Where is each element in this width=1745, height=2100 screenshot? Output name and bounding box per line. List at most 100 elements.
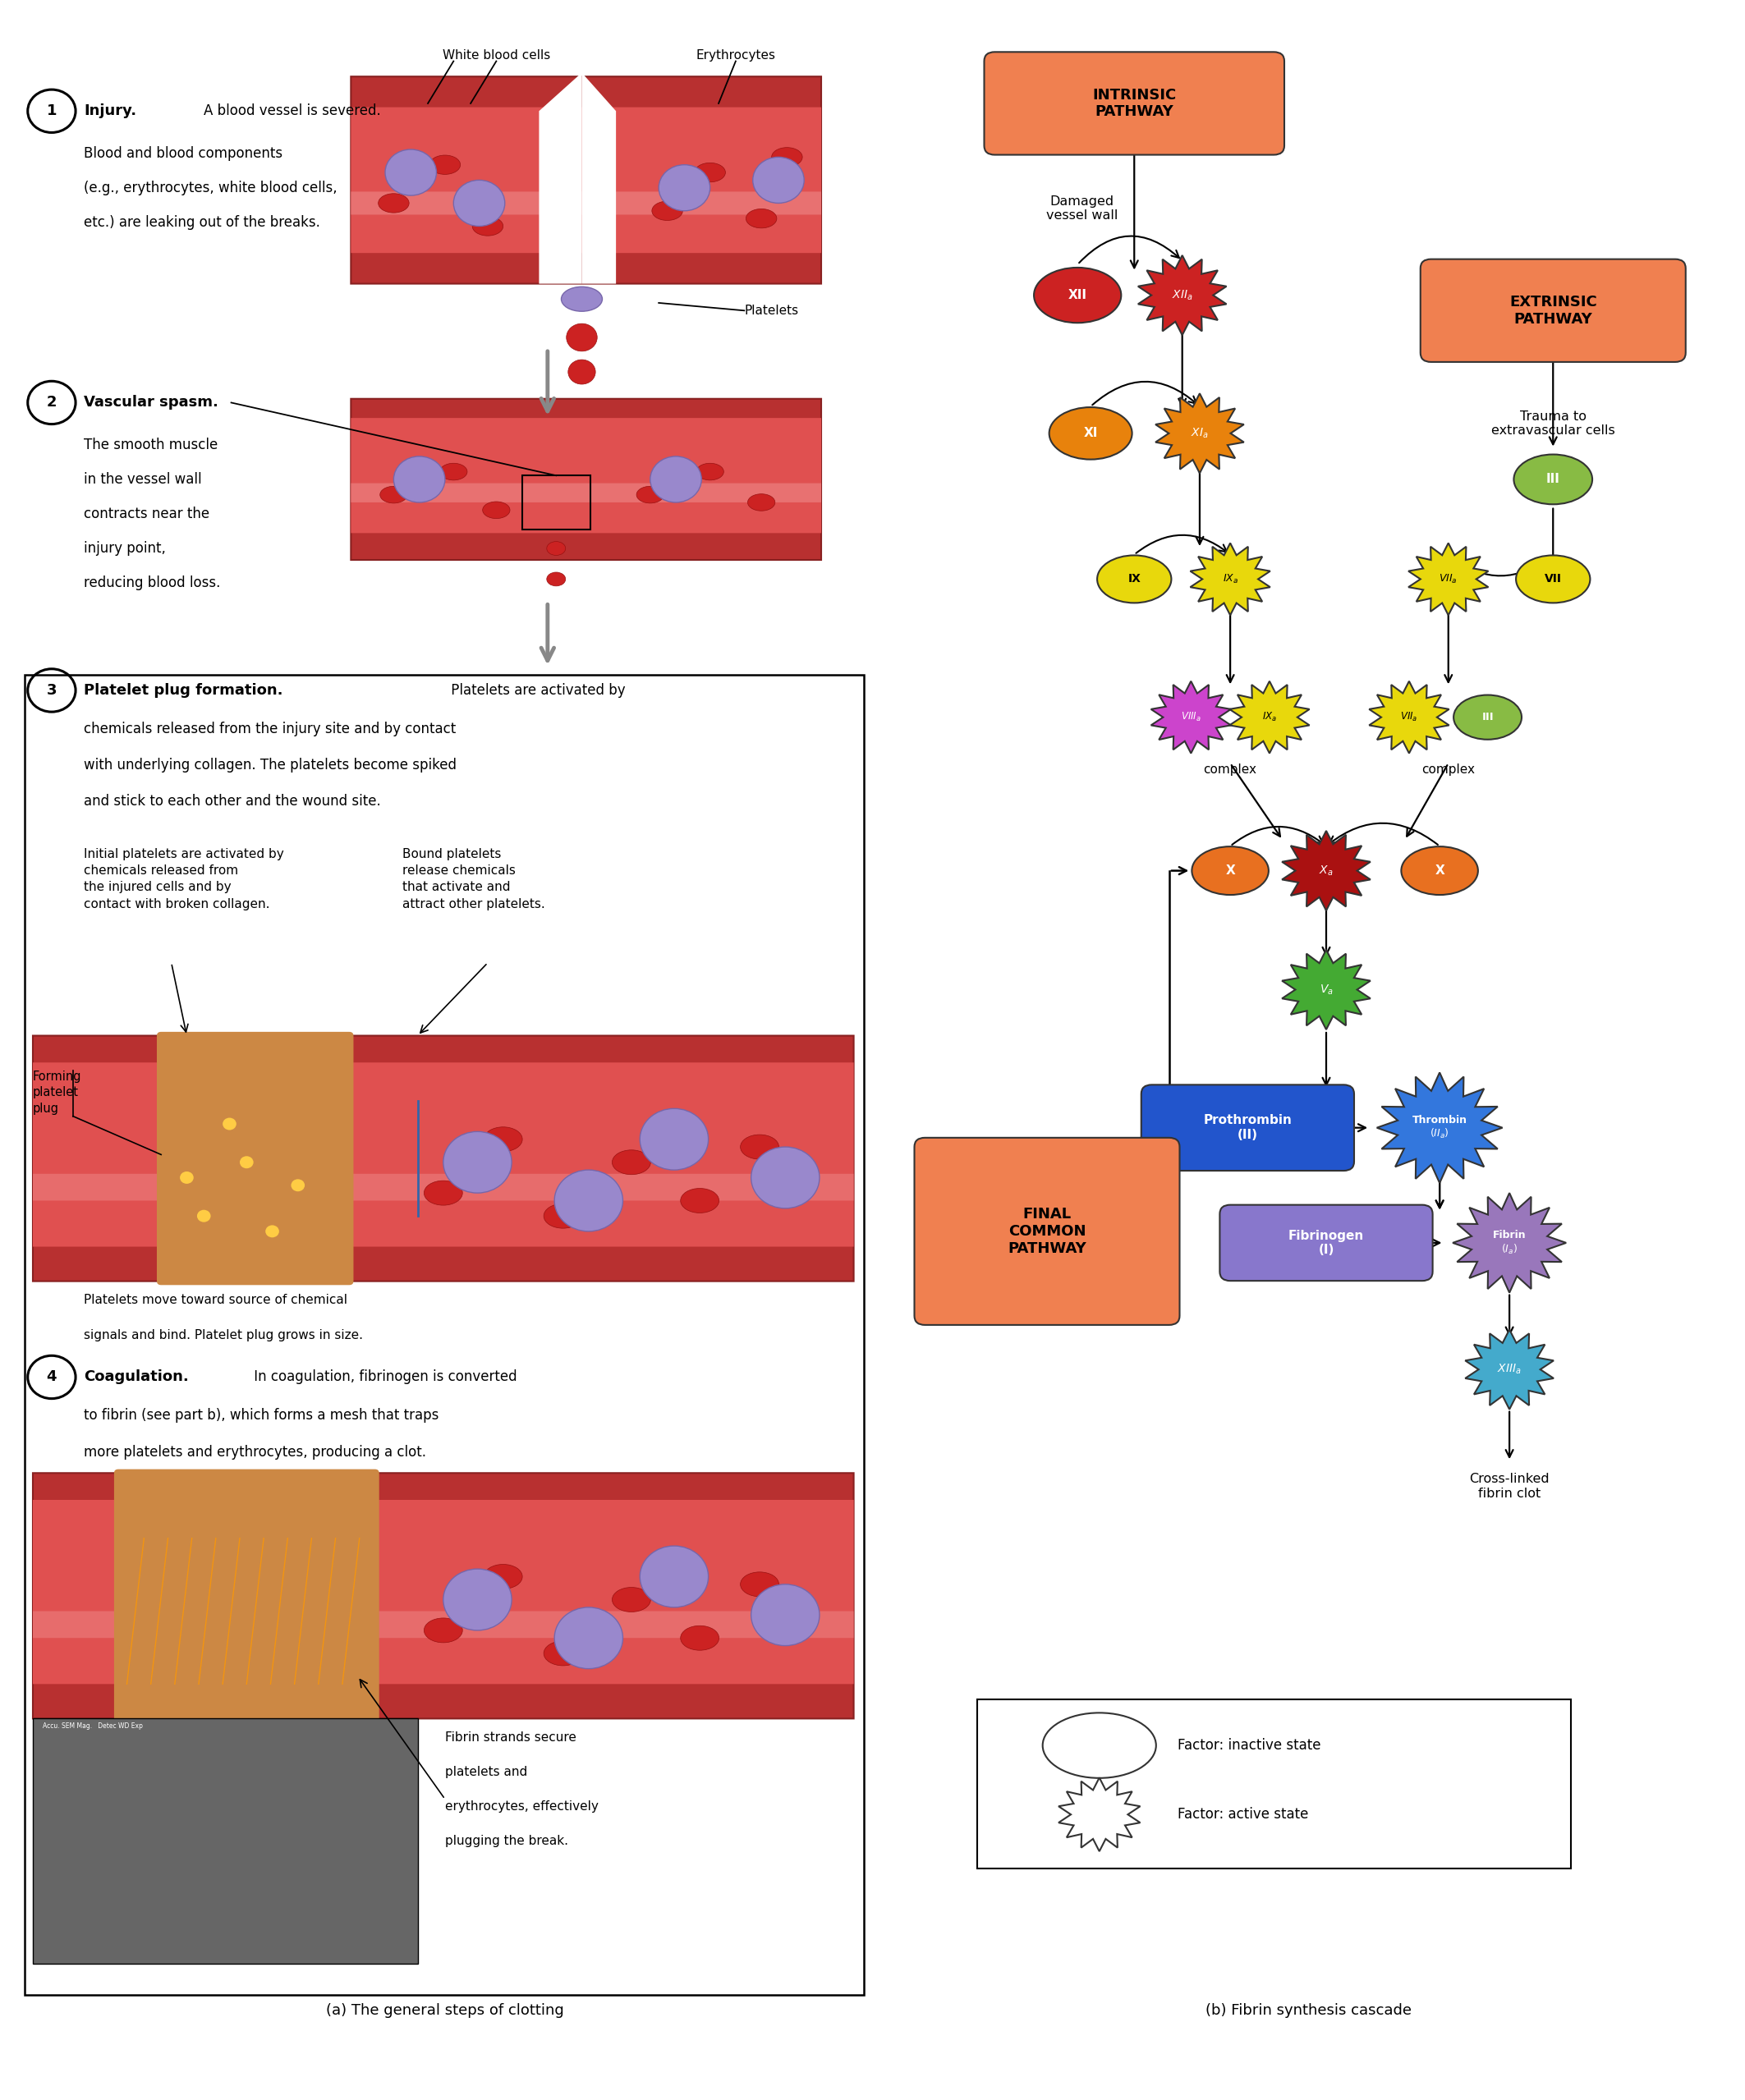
Circle shape — [640, 1546, 708, 1606]
Circle shape — [640, 1109, 708, 1170]
Circle shape — [567, 323, 597, 351]
Polygon shape — [1059, 1777, 1139, 1852]
Text: $VII_a$: $VII_a$ — [1440, 573, 1457, 586]
Text: signals and bind. Platelet plug grows in size.: signals and bind. Platelet plug grows in… — [84, 1329, 363, 1342]
Polygon shape — [1452, 1193, 1567, 1294]
Text: III: III — [1482, 712, 1494, 722]
Text: X: X — [1434, 865, 1445, 878]
Polygon shape — [1377, 1073, 1502, 1182]
Text: In coagulation, fibrinogen is converted: In coagulation, fibrinogen is converted — [250, 1369, 518, 1384]
FancyBboxPatch shape — [914, 1138, 1180, 1325]
Text: injury point,: injury point, — [84, 542, 166, 557]
Ellipse shape — [380, 487, 407, 504]
Circle shape — [569, 359, 595, 384]
Ellipse shape — [1454, 695, 1522, 739]
Text: $VII_a$: $VII_a$ — [1399, 712, 1419, 722]
Text: $X_a$: $X_a$ — [1319, 863, 1333, 878]
Circle shape — [555, 1170, 623, 1231]
Ellipse shape — [696, 464, 724, 481]
Text: Platelet plug formation.: Platelet plug formation. — [84, 682, 283, 697]
Ellipse shape — [653, 202, 682, 220]
Text: 3: 3 — [47, 682, 58, 697]
Text: VII: VII — [1544, 573, 1562, 586]
Ellipse shape — [1049, 407, 1133, 460]
Text: (b) Fibrin synthesis cascade: (b) Fibrin synthesis cascade — [1206, 2003, 1412, 2018]
Ellipse shape — [429, 155, 461, 174]
Text: Initial platelets are activated by
chemicals released from
the injured cells and: Initial platelets are activated by chemi… — [84, 848, 284, 909]
Ellipse shape — [440, 464, 468, 481]
Text: chemicals released from the injury site and by contact: chemicals released from the injury site … — [84, 722, 457, 737]
Circle shape — [750, 1147, 820, 1208]
FancyBboxPatch shape — [1420, 258, 1686, 361]
Text: reducing blood loss.: reducing blood loss. — [84, 575, 222, 590]
Text: 1: 1 — [47, 103, 58, 118]
Text: Factor: active state: Factor: active state — [1178, 1808, 1309, 1823]
Ellipse shape — [1401, 846, 1478, 895]
FancyBboxPatch shape — [351, 107, 822, 252]
Ellipse shape — [740, 1134, 778, 1159]
Text: Factor: inactive state: Factor: inactive state — [1178, 1739, 1321, 1754]
Circle shape — [291, 1178, 305, 1191]
Text: EXTRINSIC
PATHWAY: EXTRINSIC PATHWAY — [1509, 294, 1597, 326]
FancyBboxPatch shape — [33, 1035, 853, 1281]
Circle shape — [386, 149, 436, 195]
Text: and stick to each other and the wound site.: and stick to each other and the wound si… — [84, 794, 380, 808]
Circle shape — [752, 158, 804, 204]
Polygon shape — [1283, 832, 1370, 911]
Text: Forming
platelet
plug: Forming platelet plug — [33, 1071, 82, 1115]
Text: Trauma to
extravascular cells: Trauma to extravascular cells — [1492, 410, 1614, 437]
Circle shape — [443, 1569, 511, 1630]
FancyBboxPatch shape — [351, 418, 822, 533]
Polygon shape — [1190, 544, 1270, 615]
Text: to fibrin (see part b), which forms a mesh that traps: to fibrin (see part b), which forms a me… — [84, 1409, 440, 1424]
Ellipse shape — [424, 1180, 462, 1205]
FancyBboxPatch shape — [157, 1031, 354, 1285]
Polygon shape — [1155, 393, 1244, 473]
Text: Erythrocytes: Erythrocytes — [696, 48, 775, 61]
Ellipse shape — [483, 1128, 522, 1151]
FancyBboxPatch shape — [113, 1470, 379, 1722]
Text: Cross-linked
fibrin clot: Cross-linked fibrin clot — [1469, 1472, 1550, 1499]
Text: $XIII_a$: $XIII_a$ — [1497, 1363, 1522, 1376]
FancyBboxPatch shape — [33, 1499, 853, 1684]
Text: (e.g., erythrocytes, white blood cells,: (e.g., erythrocytes, white blood cells, — [84, 181, 337, 195]
FancyBboxPatch shape — [351, 483, 822, 502]
Polygon shape — [1370, 680, 1448, 754]
Text: Accu. SEM Mag.   Detec WD Exp: Accu. SEM Mag. Detec WD Exp — [44, 1722, 143, 1730]
Ellipse shape — [1044, 1714, 1155, 1779]
Ellipse shape — [473, 216, 503, 235]
Text: platelets and: platelets and — [445, 1766, 527, 1779]
Text: complex: complex — [1422, 762, 1475, 775]
FancyBboxPatch shape — [351, 191, 822, 214]
Ellipse shape — [745, 208, 777, 229]
Circle shape — [555, 1607, 623, 1670]
Text: Prothrombin
(II): Prothrombin (II) — [1204, 1115, 1291, 1140]
FancyBboxPatch shape — [1220, 1205, 1433, 1281]
Text: with underlying collagen. The platelets become spiked: with underlying collagen. The platelets … — [84, 758, 457, 773]
FancyBboxPatch shape — [33, 1174, 853, 1201]
Text: Damaged
vessel wall: Damaged vessel wall — [1045, 195, 1119, 223]
Text: 4: 4 — [47, 1369, 58, 1384]
Text: Blood and blood components: Blood and blood components — [84, 145, 283, 160]
Ellipse shape — [747, 494, 775, 510]
Text: complex: complex — [1204, 762, 1256, 775]
Ellipse shape — [637, 487, 663, 504]
Text: XII: XII — [1068, 290, 1087, 302]
Text: $IX_a$: $IX_a$ — [1262, 712, 1277, 722]
Circle shape — [454, 181, 504, 227]
Text: plugging the break.: plugging the break. — [445, 1835, 569, 1848]
FancyBboxPatch shape — [33, 1472, 853, 1718]
Polygon shape — [1230, 680, 1309, 754]
Circle shape — [180, 1172, 194, 1184]
Text: Vascular spasm.: Vascular spasm. — [84, 395, 218, 410]
Text: $XI_a$: $XI_a$ — [1190, 426, 1209, 441]
FancyBboxPatch shape — [351, 399, 822, 561]
Text: $XII_a$: $XII_a$ — [1171, 288, 1194, 302]
Text: Injury.: Injury. — [84, 103, 136, 118]
Polygon shape — [539, 74, 581, 284]
Text: Thrombin
$(II_a)$: Thrombin $(II_a)$ — [1412, 1115, 1468, 1140]
Ellipse shape — [483, 1564, 522, 1590]
Text: IX: IX — [1127, 573, 1141, 586]
Text: A blood vessel is severed.: A blood vessel is severed. — [204, 103, 380, 118]
Ellipse shape — [1098, 554, 1171, 603]
